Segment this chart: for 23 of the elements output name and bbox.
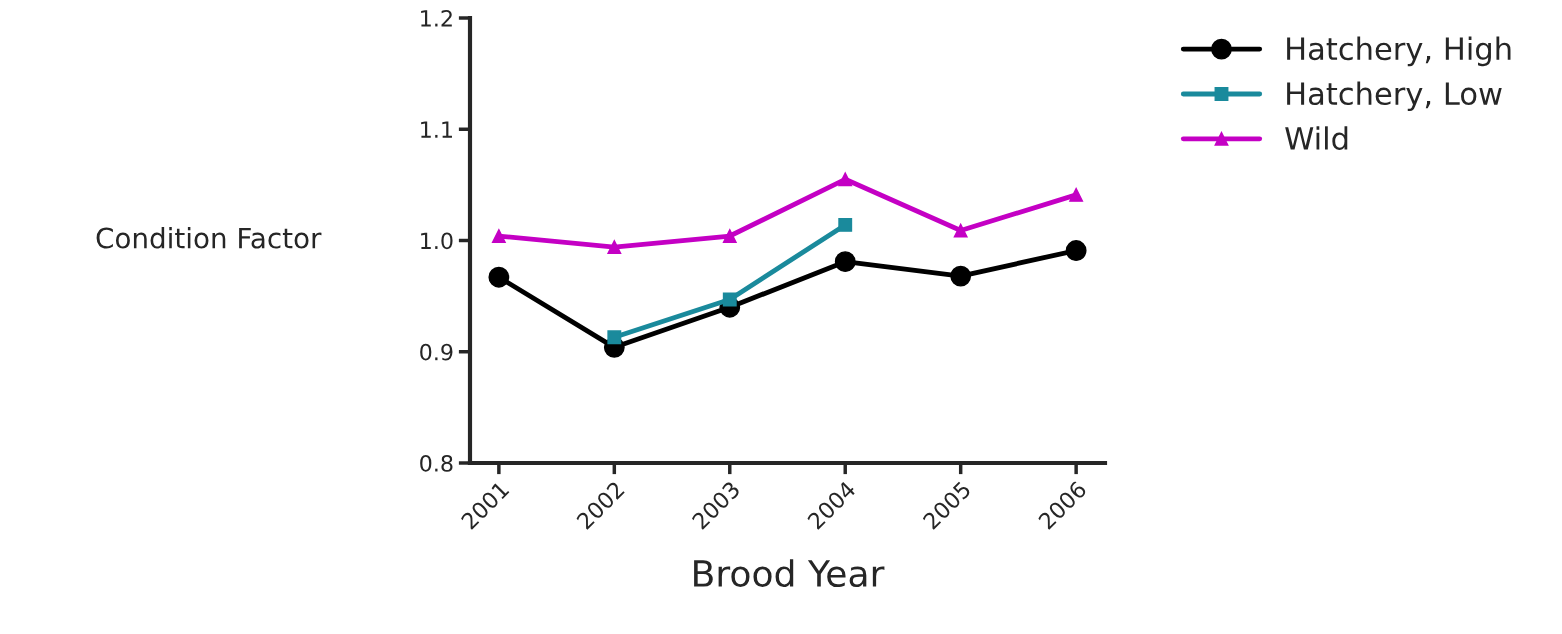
point: [950, 265, 972, 287]
y-axis-title: Condition Factor: [96, 227, 322, 249]
point: [1065, 240, 1087, 261]
point: [722, 229, 737, 243]
y-tick-label: 0.9: [420, 343, 453, 361]
point: [838, 217, 853, 232]
point: [838, 172, 853, 187]
y-tick-label: 1.1: [421, 121, 452, 138]
x-axis-title: Brood Year: [694, 559, 885, 588]
point: [722, 292, 737, 307]
legend-label: Wild: [1285, 126, 1348, 150]
point: [1069, 187, 1084, 202]
point: [607, 240, 622, 255]
point: [491, 229, 506, 243]
point: [834, 251, 856, 273]
point: [488, 266, 510, 288]
legend-label: Hatchery, Low: [1287, 81, 1502, 112]
point: [953, 223, 968, 238]
legend-label: Hatchery, High: [1287, 36, 1511, 67]
point: [607, 330, 622, 345]
y-tick-label: 0.8: [420, 454, 453, 472]
y-tick-label: 1.2: [421, 9, 452, 27]
y-tick-label: 1.0: [421, 232, 453, 250]
